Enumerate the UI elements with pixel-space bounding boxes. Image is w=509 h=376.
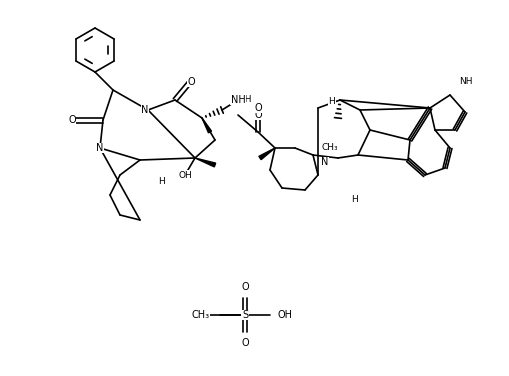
Text: S: S bbox=[241, 310, 247, 320]
Text: NH: NH bbox=[238, 96, 251, 105]
Text: OH: OH bbox=[277, 310, 293, 320]
Text: H: H bbox=[328, 97, 335, 106]
Text: OH: OH bbox=[178, 170, 191, 179]
Text: N: N bbox=[321, 157, 328, 167]
Text: CH₃: CH₃ bbox=[321, 144, 337, 153]
Text: H: H bbox=[158, 177, 165, 186]
Text: N: N bbox=[141, 105, 149, 115]
Text: O: O bbox=[253, 110, 261, 120]
Text: O: O bbox=[68, 115, 76, 125]
Text: O: O bbox=[253, 103, 261, 113]
Text: O: O bbox=[187, 77, 194, 87]
Polygon shape bbox=[259, 148, 274, 160]
Text: CH₃: CH₃ bbox=[191, 310, 210, 320]
Polygon shape bbox=[202, 118, 211, 133]
Polygon shape bbox=[194, 158, 215, 167]
Text: O: O bbox=[241, 338, 248, 348]
Text: N: N bbox=[96, 143, 103, 153]
Text: NH: NH bbox=[458, 77, 472, 86]
Text: O: O bbox=[241, 282, 248, 292]
Text: NH: NH bbox=[230, 95, 245, 105]
Text: H: H bbox=[351, 196, 358, 205]
